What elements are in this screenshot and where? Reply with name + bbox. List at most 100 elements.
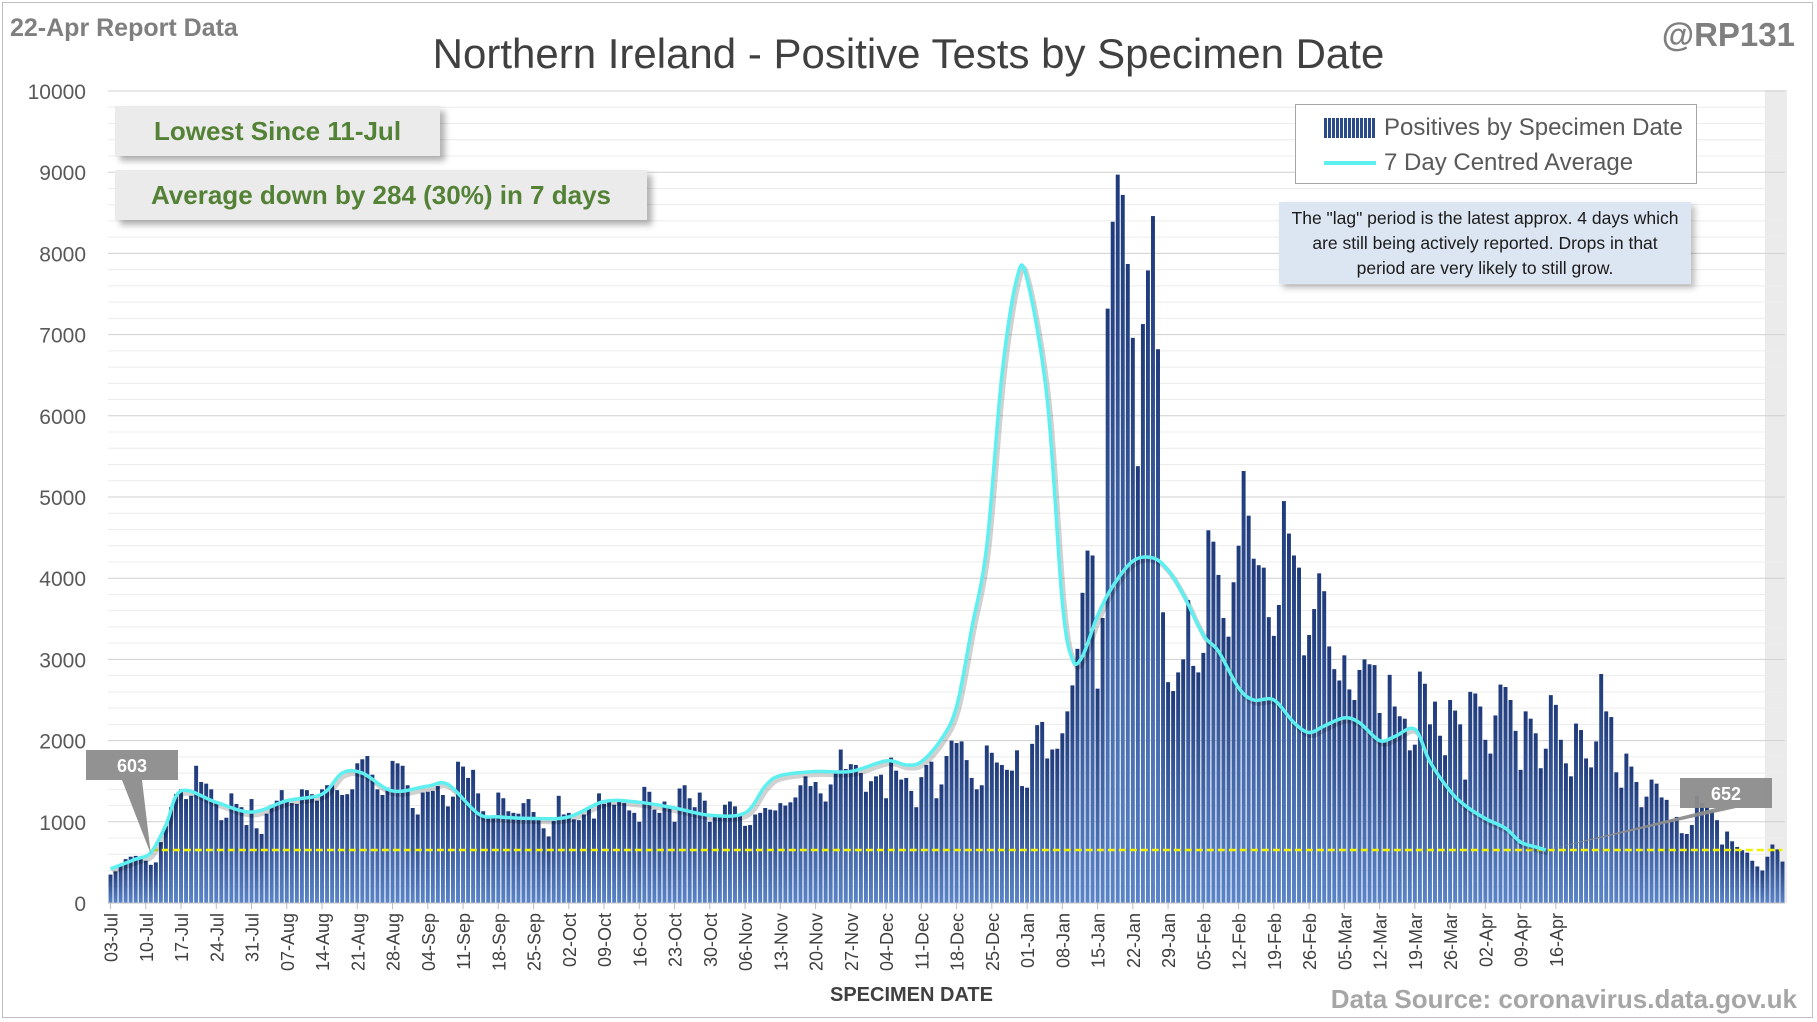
bar xyxy=(1387,674,1392,903)
bar xyxy=(143,860,148,903)
bar xyxy=(899,779,904,903)
bar xyxy=(385,787,390,903)
legend-item-line: 7 Day Centred Average xyxy=(1324,148,1633,178)
bar xyxy=(994,762,999,903)
bar xyxy=(1196,672,1201,903)
bar xyxy=(1569,776,1573,903)
bar xyxy=(1594,741,1599,903)
bar xyxy=(1699,803,1704,903)
bar xyxy=(969,777,974,903)
bar xyxy=(355,763,360,903)
bar xyxy=(466,777,471,903)
bar xyxy=(1337,680,1342,903)
bar xyxy=(1332,669,1337,903)
bar xyxy=(289,803,294,903)
bar xyxy=(390,760,395,903)
x-tick-label: 11-Sep xyxy=(454,913,474,970)
bar xyxy=(1629,766,1634,903)
bar xyxy=(174,794,178,903)
bar xyxy=(1246,515,1251,903)
x-tick-label: 07-Aug xyxy=(278,913,298,971)
bar xyxy=(1508,700,1513,903)
y-tick-label: 0 xyxy=(74,893,86,916)
bar xyxy=(1604,711,1609,903)
bar xyxy=(758,812,763,903)
x-tick-label: 05-Feb xyxy=(1194,913,1214,970)
bar xyxy=(1720,844,1725,903)
bar xyxy=(224,817,229,903)
bar xyxy=(1644,796,1649,903)
bar xyxy=(1322,591,1327,903)
bar xyxy=(597,793,601,903)
end-value-marker-pointer xyxy=(1545,808,1736,851)
bar xyxy=(214,801,219,903)
bar xyxy=(1156,349,1160,903)
x-tick-label: 18-Sep xyxy=(489,913,509,971)
x-tick-label: 12-Mar xyxy=(1371,913,1391,970)
bar xyxy=(320,789,324,903)
bar xyxy=(1281,501,1286,903)
bar xyxy=(924,764,929,903)
bar xyxy=(833,772,838,903)
x-tick-label: 01-Jan xyxy=(1018,913,1038,968)
x-tick-label: 23-Oct xyxy=(666,913,686,967)
bar xyxy=(1166,682,1171,903)
bar xyxy=(1468,691,1473,903)
bar xyxy=(798,785,803,903)
x-tick-label: 04-Sep xyxy=(419,913,439,971)
bar xyxy=(768,809,773,903)
bar xyxy=(430,790,435,903)
bar xyxy=(1297,567,1301,903)
legend-item-bars: Positives by Specimen Date xyxy=(1324,113,1683,143)
bar xyxy=(879,774,883,903)
x-tick-label: 26-Mar xyxy=(1441,913,1461,970)
bar xyxy=(1372,665,1377,903)
bar xyxy=(521,803,526,903)
bar xyxy=(1035,725,1040,903)
bar xyxy=(1241,471,1246,903)
bar xyxy=(763,807,768,903)
bar xyxy=(274,800,279,903)
bar xyxy=(1548,695,1553,903)
bar xyxy=(642,786,647,903)
bar xyxy=(1105,308,1110,904)
x-tick-label: 30-Oct xyxy=(701,913,721,967)
bar xyxy=(566,812,571,903)
bar xyxy=(536,817,541,903)
bar xyxy=(1538,768,1543,903)
bar xyxy=(1624,753,1629,903)
bar xyxy=(199,782,204,903)
bar xyxy=(1004,769,1009,903)
bar xyxy=(1206,530,1211,903)
bar xyxy=(511,812,516,903)
bar xyxy=(808,786,813,903)
bar xyxy=(445,806,450,903)
bar xyxy=(1302,655,1307,903)
bar xyxy=(959,741,964,903)
bar xyxy=(1211,541,1216,903)
bar xyxy=(1040,721,1045,903)
bar xyxy=(874,776,878,903)
bar xyxy=(1060,733,1065,903)
bar xyxy=(1649,779,1654,903)
bar xyxy=(1553,704,1558,903)
end-value-marker-label: 652 xyxy=(1711,784,1741,804)
bar xyxy=(843,769,848,903)
bar xyxy=(667,806,672,903)
bar xyxy=(259,833,264,903)
bar xyxy=(315,800,319,903)
bar xyxy=(244,825,249,903)
bar xyxy=(748,825,753,903)
y-tick-label: 8000 xyxy=(39,243,86,266)
bar xyxy=(1634,782,1639,903)
bar xyxy=(682,785,687,903)
bar xyxy=(803,776,808,903)
bar xyxy=(541,828,546,903)
bar xyxy=(884,798,889,903)
bar xyxy=(400,765,405,903)
bar xyxy=(1080,592,1085,903)
bar xyxy=(1674,816,1679,903)
bar xyxy=(1730,841,1735,903)
bar xyxy=(133,855,138,903)
legend-line-label: 7 Day Centred Average xyxy=(1384,149,1634,176)
